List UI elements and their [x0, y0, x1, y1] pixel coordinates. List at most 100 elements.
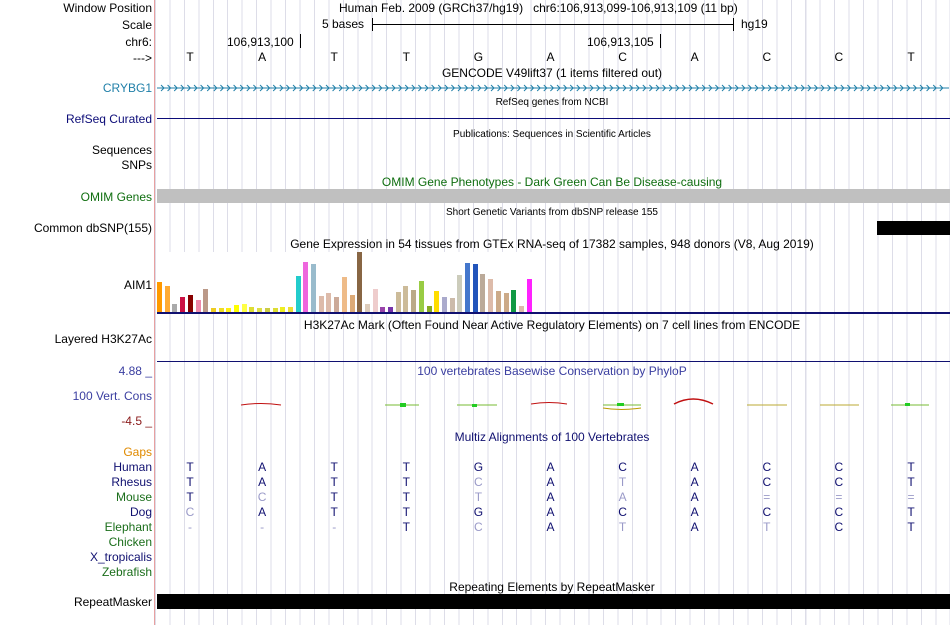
- gaps-label: Gaps: [123, 445, 152, 459]
- h3k27ac-track-label[interactable]: Layered H3K27Ac: [54, 332, 152, 346]
- dbsnp-track-label[interactable]: Common dbSNP(155): [33, 221, 152, 235]
- gtex-tissue-bar[interactable]: [218, 308, 224, 312]
- aligned-base: A: [258, 460, 267, 474]
- crybg1-gene-feature[interactable]: [157, 82, 949, 94]
- gtex-tissue-bar[interactable]: [511, 290, 517, 312]
- dna-base: T: [186, 50, 194, 64]
- gtex-tissue-bar[interactable]: [503, 293, 509, 312]
- gtex-tissue-bar[interactable]: [457, 275, 463, 312]
- dna-base: C: [834, 50, 844, 64]
- aligned-base: C: [834, 475, 844, 489]
- gtex-tissue-bar[interactable]: [480, 274, 486, 312]
- gtex-tissue-bar[interactable]: [472, 264, 478, 312]
- refseq-track-title[interactable]: RefSeq genes from NCBI: [495, 97, 609, 108]
- gtex-tissue-bar[interactable]: [364, 304, 370, 312]
- gtex-tissue-bar[interactable]: [326, 293, 332, 312]
- gtex-tissue-bar[interactable]: [210, 308, 216, 312]
- gtex-tissue-bar[interactable]: [372, 289, 378, 312]
- gtex-track-label[interactable]: AIM1: [123, 278, 152, 292]
- aligned-base: -: [332, 520, 337, 534]
- h3k27ac-track-title[interactable]: H3K27Ac Mark (Often Found Near Active Re…: [303, 318, 801, 332]
- gencode-track-label[interactable]: CRYBG1: [102, 81, 152, 95]
- dbsnp-track-title[interactable]: Short Genetic Variants from dbSNP releas…: [446, 207, 658, 218]
- gtex-tissue-bar[interactable]: [526, 279, 532, 312]
- repeatmasker-track-title[interactable]: Repeating Elements by RepeatMasker: [449, 580, 655, 594]
- repeatmasker-feature[interactable]: [157, 594, 950, 609]
- dbsnp-variant-feature[interactable]: [877, 221, 950, 235]
- species-label[interactable]: X_tropicalis: [89, 550, 152, 564]
- species-label[interactable]: Human: [113, 460, 152, 474]
- species-label[interactable]: Mouse: [115, 490, 152, 504]
- gtex-tissue-bar[interactable]: [426, 306, 432, 312]
- label-separator: [154, 0, 155, 625]
- publications-track-title[interactable]: Publications: Sequences in Scientific Ar…: [453, 129, 651, 140]
- aligned-base: T: [402, 520, 410, 534]
- gtex-tissue-bar[interactable]: [388, 307, 393, 312]
- aligned-base: C: [185, 505, 195, 519]
- gtex-tissue-bar[interactable]: [295, 276, 301, 312]
- gtex-tissue-bar[interactable]: [157, 282, 162, 312]
- gtex-tissue-bar[interactable]: [449, 298, 455, 312]
- gtex-tissue-bar[interactable]: [203, 289, 209, 312]
- gtex-tissue-bar[interactable]: [488, 279, 494, 312]
- gtex-tissue-bar[interactable]: [234, 305, 239, 312]
- species-label[interactable]: Chicken: [108, 535, 152, 549]
- gtex-tissue-bar[interactable]: [434, 291, 440, 312]
- publications-track-label[interactable]: Sequences: [91, 143, 152, 157]
- gtex-tissue-bar[interactable]: [287, 307, 293, 312]
- gtex-tissue-bar[interactable]: [172, 304, 178, 312]
- gencode-track-title[interactable]: GENCODE V49lift37 (1 items filtered out): [441, 66, 663, 80]
- gtex-track-title[interactable]: Gene Expression in 54 tissues from GTEx …: [290, 237, 814, 251]
- gtex-tissue-bar[interactable]: [264, 308, 270, 312]
- species-label[interactable]: Dog: [129, 505, 152, 519]
- gtex-tissue-bar[interactable]: [395, 292, 401, 312]
- gtex-tissue-bar[interactable]: [187, 295, 193, 312]
- gtex-tissue-bar[interactable]: [257, 308, 263, 312]
- gtex-tissue-bar[interactable]: [226, 308, 232, 312]
- species-label[interactable]: Elephant: [104, 520, 152, 534]
- coord-tick-2: [660, 34, 661, 48]
- snps-track-label[interactable]: SNPs: [121, 158, 152, 172]
- gtex-tissue-bar[interactable]: [280, 307, 286, 312]
- gtex-tissue-bar[interactable]: [249, 307, 255, 312]
- omim-track-label[interactable]: OMIM Genes: [80, 190, 152, 204]
- aligned-base: T: [474, 490, 483, 504]
- refseq-gene-line[interactable]: [157, 118, 950, 119]
- gtex-tissue-bar[interactable]: [241, 304, 247, 312]
- multiz-track-title[interactable]: Multiz Alignments of 100 Vertebrates: [454, 430, 650, 444]
- phylop-conservation-plot[interactable]: [157, 394, 949, 414]
- gtex-tissue-bar[interactable]: [357, 252, 363, 312]
- gtex-bar-chart[interactable]: [157, 252, 537, 312]
- gtex-tissue-bar[interactable]: [334, 297, 340, 312]
- gtex-tissue-bar[interactable]: [418, 281, 424, 312]
- gtex-tissue-bar[interactable]: [180, 297, 186, 312]
- phylop-track-label[interactable]: 100 Vert. Cons: [72, 389, 152, 403]
- gtex-tissue-bar[interactable]: [518, 306, 524, 312]
- gtex-tissue-bar[interactable]: [411, 290, 417, 312]
- gtex-tissue-bar[interactable]: [349, 295, 355, 312]
- species-label[interactable]: Rhesus: [111, 475, 152, 489]
- phylop-track-title[interactable]: 100 vertebrates Basewise Conservation by…: [417, 364, 687, 378]
- omim-gene-feature[interactable]: [157, 189, 950, 203]
- gtex-tissue-bar[interactable]: [303, 262, 309, 312]
- gtex-tissue-bar[interactable]: [380, 307, 386, 312]
- aligned-base: T: [186, 490, 194, 504]
- gtex-tissue-bar[interactable]: [318, 296, 324, 312]
- aligned-base: T: [402, 505, 410, 519]
- omim-track-title[interactable]: OMIM Gene Phenotypes - Dark Green Can Be…: [381, 175, 723, 189]
- repeatmasker-track-label[interactable]: RepeatMasker: [73, 595, 152, 609]
- gtex-tissue-bar[interactable]: [164, 286, 170, 312]
- gtex-tissue-bar[interactable]: [441, 297, 447, 312]
- gtex-tissue-bar[interactable]: [495, 291, 501, 312]
- species-label[interactable]: Zebrafish: [101, 565, 152, 579]
- gtex-tissue-bar[interactable]: [195, 300, 201, 312]
- gtex-tissue-bar[interactable]: [403, 286, 409, 312]
- gtex-tissue-bar[interactable]: [311, 264, 316, 312]
- gtex-gene-line[interactable]: [157, 312, 950, 314]
- gtex-tissue-bar[interactable]: [465, 263, 470, 312]
- refseq-track-label[interactable]: RefSeq Curated: [65, 112, 152, 126]
- aligned-base: A: [690, 490, 699, 504]
- gtex-tissue-bar[interactable]: [341, 277, 347, 312]
- gtex-tissue-bar[interactable]: [272, 308, 278, 312]
- h3k27ac-baseline: [157, 361, 950, 362]
